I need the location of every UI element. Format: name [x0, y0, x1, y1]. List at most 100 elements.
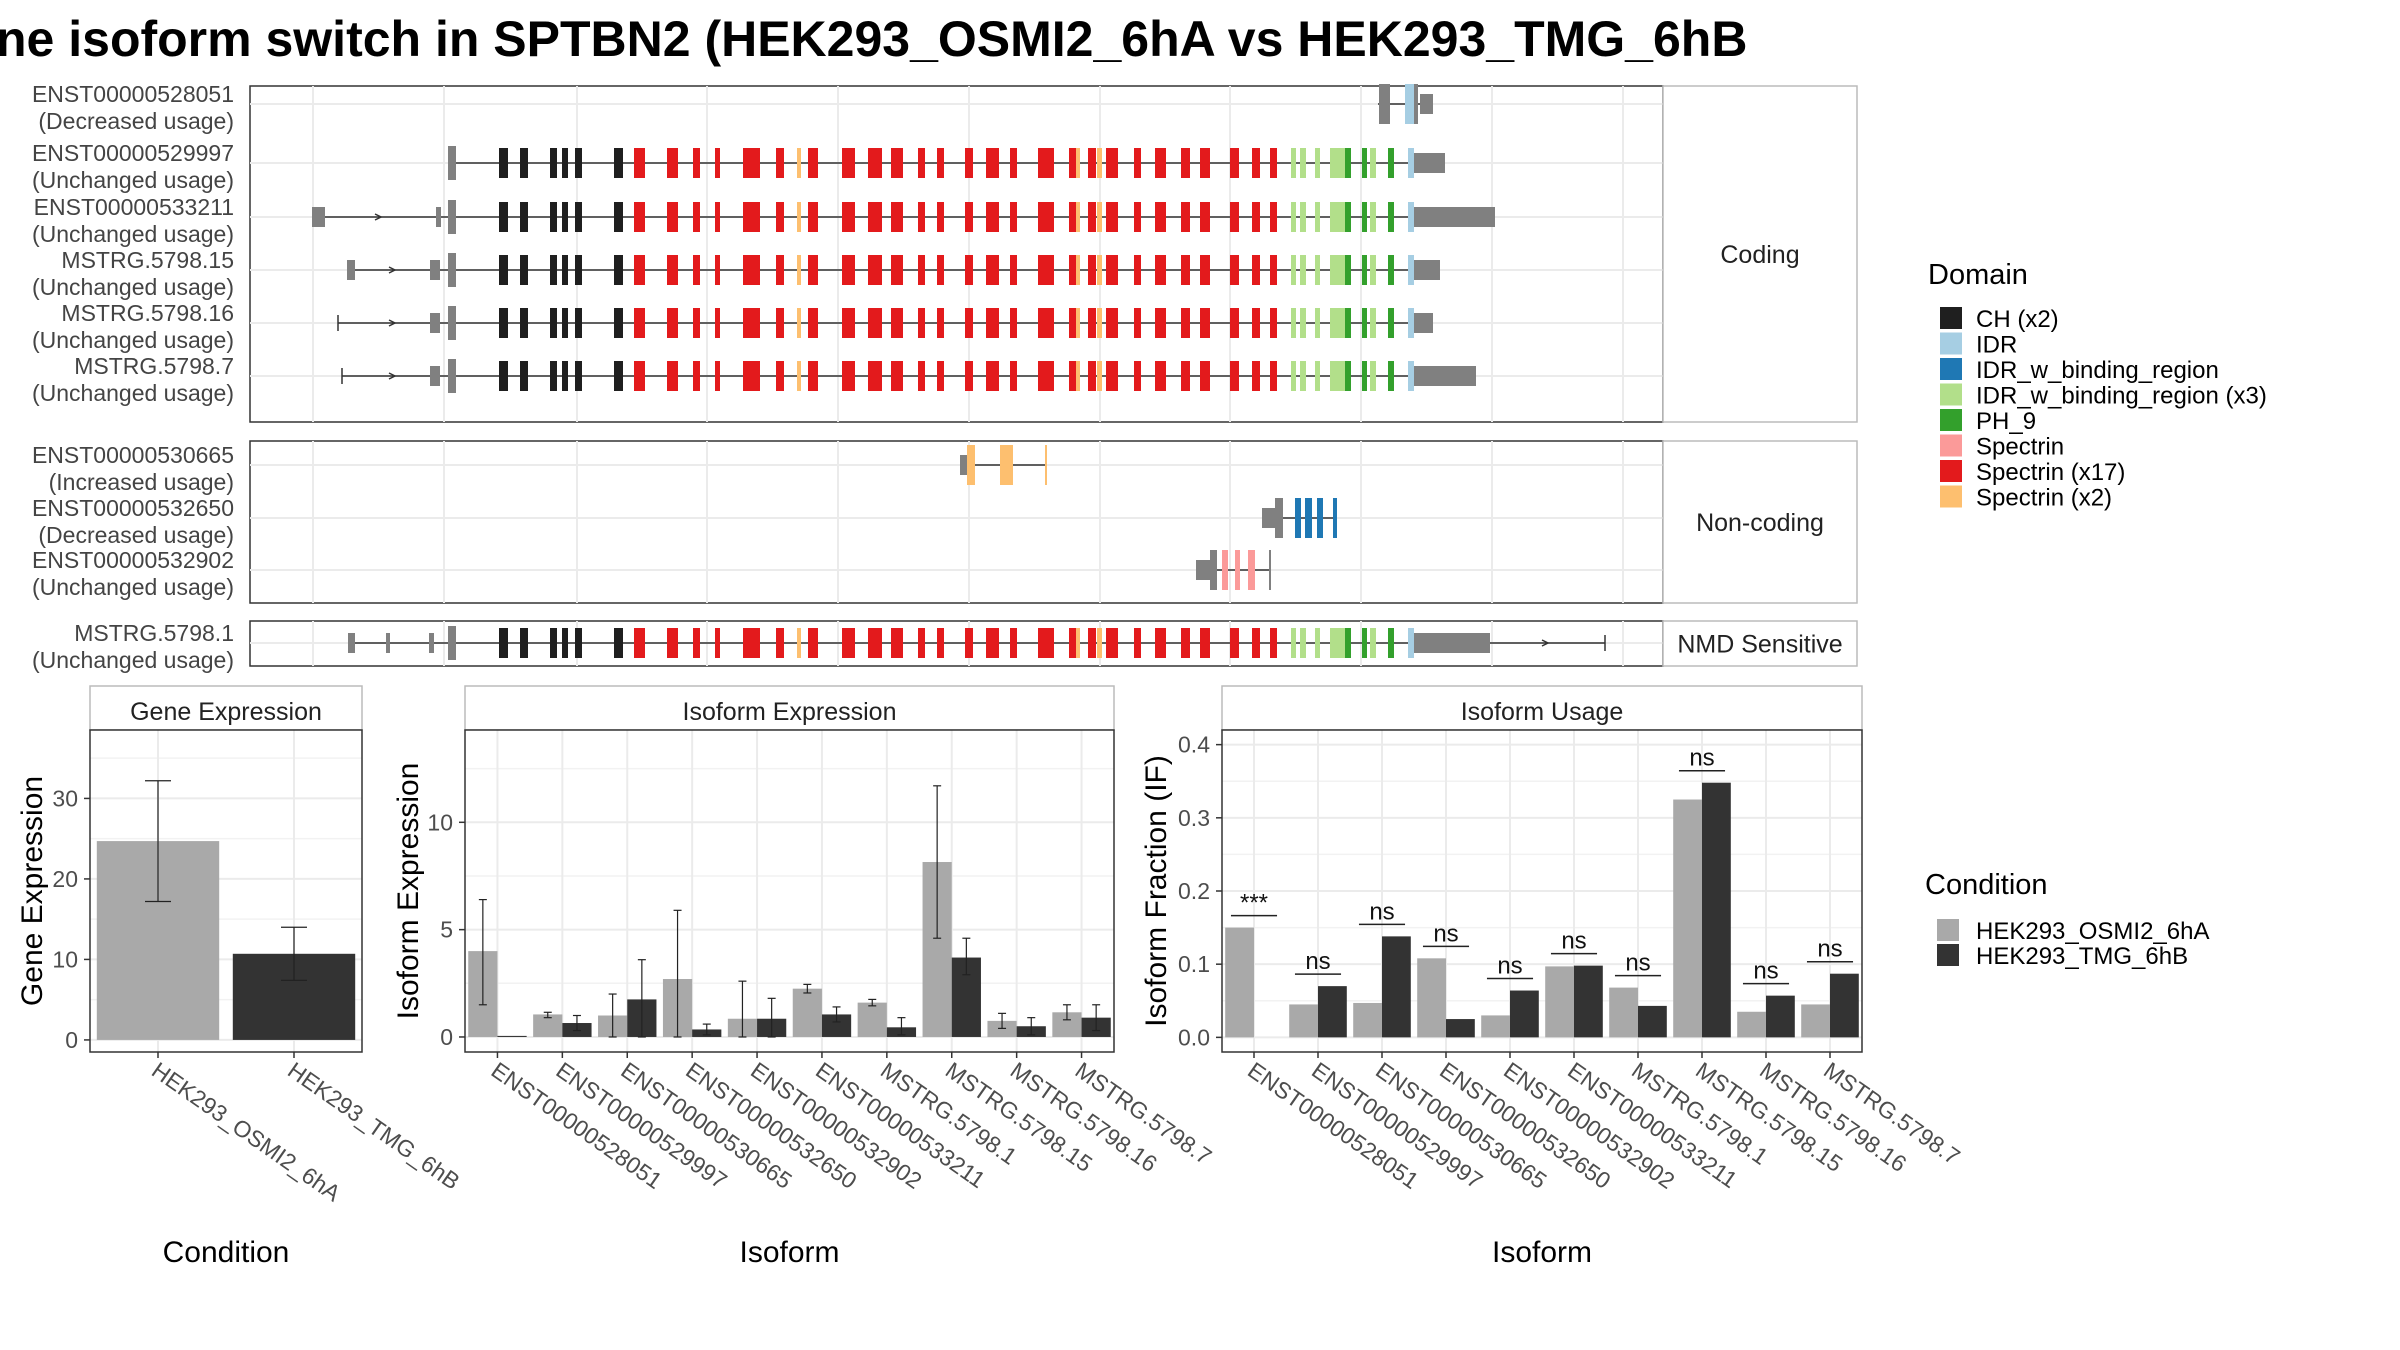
transcript-row: MSTRG.5798.1(Unchanged usage) — [32, 620, 1606, 673]
exon-spectrin-x17 — [1010, 202, 1017, 232]
exon-spectrin-x17 — [1200, 361, 1210, 391]
exon-utr — [429, 633, 434, 653]
exon-utr — [1414, 366, 1476, 386]
exon-idr-binding-x3 — [1315, 308, 1320, 338]
exon-spectrin-x17 — [1252, 202, 1260, 232]
exon-spectrin-x2 — [1097, 628, 1102, 658]
exon-utr — [1414, 207, 1495, 227]
exon-spectrin-x17 — [667, 255, 678, 285]
exon-utr — [448, 146, 456, 180]
exon-spectrin-x17 — [1010, 308, 1017, 338]
transcript-id-label: ENST00000529997 — [32, 140, 234, 166]
exon-spectrin-x17 — [842, 628, 855, 658]
exon-spectrin-x17 — [776, 308, 784, 338]
exon-ph9 — [1388, 255, 1394, 285]
exon-utr — [347, 260, 355, 280]
exon-ch — [499, 628, 508, 658]
exon-spectrin-x17 — [965, 628, 973, 658]
exon-spectrin-x17 — [842, 148, 855, 178]
exon-spectrin-x17 — [1230, 202, 1239, 232]
exon-spectrin-x17 — [1200, 255, 1210, 285]
exon-spectrin-x17 — [667, 361, 678, 391]
exon-idr-binding-x3 — [1300, 255, 1306, 285]
exon-spectrin-x2 — [1076, 628, 1080, 658]
exon-spectrin-x17 — [868, 255, 882, 285]
exon-spectrin-x17 — [693, 628, 700, 658]
direction-arrow — [388, 266, 397, 274]
facet-strip-label: Non-coding — [1696, 509, 1824, 537]
facet-strip — [89, 685, 363, 731]
transcript-usage-label: (Unchanged usage) — [32, 274, 234, 300]
exon-ch — [520, 148, 528, 178]
bar — [1737, 1011, 1766, 1038]
exon-ch — [520, 628, 528, 658]
exon-idr-binding-x3 — [1370, 308, 1376, 338]
x-axis-title: Isoform — [739, 1236, 839, 1269]
exon-ch — [520, 255, 528, 285]
exon-spectrin-x17 — [776, 361, 784, 391]
exon-utr — [1414, 260, 1440, 280]
exon-spectrin-x17 — [1088, 308, 1096, 338]
exon-spectrin-x17 — [1181, 255, 1190, 285]
exon-spectrin-x17 — [1134, 148, 1141, 178]
exon-spectrin-x17 — [808, 308, 818, 338]
exon-spectrin-x17 — [1106, 255, 1118, 285]
exon-spectrin-x17 — [776, 202, 784, 232]
exon-spectrin-x17 — [1038, 148, 1054, 178]
y-tick-label: 5 — [440, 917, 453, 943]
exon-spectrin-x17 — [891, 361, 903, 391]
exon-ch — [520, 308, 528, 338]
exon-spectrin-x17 — [1069, 308, 1076, 338]
legend-label: Spectrin (x17) — [1976, 459, 2125, 486]
exon-spectrin-x17 — [842, 202, 855, 232]
exon-spectrin-x17 — [868, 308, 882, 338]
bar — [1446, 1019, 1475, 1038]
exon-spectrin-x17 — [937, 148, 944, 178]
exon-ch — [562, 361, 568, 391]
exon-spectrin-x17 — [743, 202, 760, 232]
exon-spectrin-x17 — [1010, 255, 1017, 285]
exon-spectrin-x17 — [986, 628, 999, 658]
exon-spectrin-x17 — [842, 308, 855, 338]
exon-spectrin-x17 — [1155, 202, 1166, 232]
exon-utr — [312, 207, 325, 227]
exon-spectrin-x17 — [715, 148, 720, 178]
legend-label: IDR_w_binding_region — [1976, 357, 2219, 384]
domain-legend-title: Domain — [1928, 259, 2028, 291]
bar — [1673, 799, 1702, 1038]
exon-spectrin-x17 — [1230, 308, 1239, 338]
significance-label: ns — [1369, 898, 1394, 925]
exon-utr — [1262, 508, 1275, 528]
exon-utr — [1414, 153, 1445, 173]
exon-spectrin-x17 — [634, 255, 645, 285]
exon-idr-binding-x3 — [1300, 202, 1306, 232]
exon-spectrin-x17 — [965, 361, 973, 391]
exon-idr — [1408, 308, 1414, 338]
exon-spectrin-x17 — [965, 202, 973, 232]
transcript-usage-label: (Decreased usage) — [38, 522, 234, 548]
facet-strip — [1662, 620, 1858, 667]
exon-utr — [448, 306, 456, 340]
x-axis-title: Condition — [163, 1236, 290, 1269]
exon-spectrin-x17 — [1088, 202, 1096, 232]
exon-utr — [448, 359, 456, 393]
exon-idr-binding-x3 — [1291, 361, 1296, 391]
transcript-id-label: MSTRG.5798.7 — [74, 353, 234, 379]
exon-spectrin-x17 — [965, 255, 973, 285]
exon-spectrin-x17 — [1106, 361, 1118, 391]
exon-spectrin-x17 — [743, 255, 760, 285]
exon-idr-binding-x3 — [1291, 308, 1296, 338]
exon-idr — [1408, 361, 1414, 391]
exon-ch — [520, 202, 528, 232]
bar-panel: Isoform Usage *** ns ns ns ns ns ns ns ns ns 0.0 0.1… — [1140, 685, 1965, 1269]
exon-ph9 — [1362, 202, 1367, 232]
exon-ch — [550, 628, 557, 658]
exon-ph9 — [1345, 148, 1351, 178]
exon-spectrin-x17 — [1181, 148, 1190, 178]
bar — [1766, 995, 1795, 1038]
exon-idr-binding-x3 — [1315, 202, 1320, 232]
bar — [497, 1035, 527, 1037]
exon-spectrin-x2 — [1076, 308, 1080, 338]
exon-spectrin-x17 — [1252, 361, 1260, 391]
exon-spectrin-x17 — [1270, 148, 1277, 178]
